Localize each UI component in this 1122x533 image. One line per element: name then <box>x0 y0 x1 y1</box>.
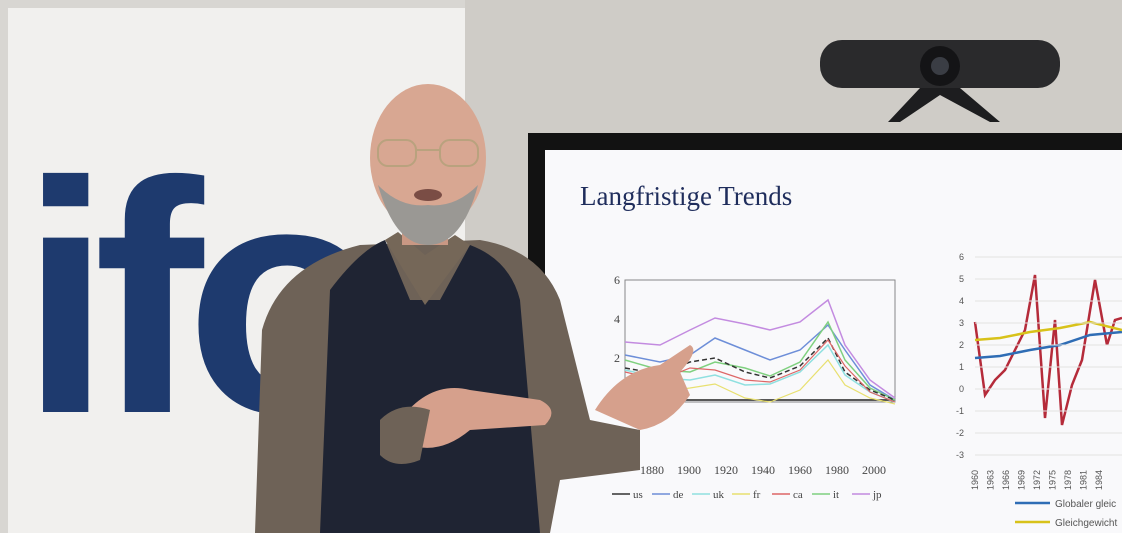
y-tick-label: 4 <box>614 312 620 326</box>
y-tick-label: 0 <box>959 384 964 394</box>
slide-title: Langfristige Trends <box>580 181 792 211</box>
legend-label: de <box>673 489 684 501</box>
x-tick-label: 1900 <box>677 463 701 477</box>
x-tick-label: 1880 <box>640 463 664 477</box>
x-tick-label: 1969 <box>1017 470 1027 490</box>
legend-label: fr <box>753 489 761 501</box>
y-tick-label: 6 <box>959 252 964 262</box>
legend-label: it <box>833 489 839 501</box>
x-tick-label: 1920 <box>714 463 738 477</box>
y-tick-label: 3 <box>959 318 964 328</box>
y-tick-label: 2 <box>959 340 964 350</box>
x-tick-label: 1978 <box>1063 470 1073 490</box>
legend-label: Globaler gleic <box>1055 499 1116 510</box>
legend-label: uk <box>713 489 725 501</box>
x-tick-label: 1966 <box>1001 470 1011 490</box>
legend-label: us <box>633 489 643 501</box>
y-tick-label: 2 <box>614 351 620 365</box>
x-tick-label: 1972 <box>1032 470 1042 490</box>
x-tick-label: 1984 <box>1094 470 1104 490</box>
x-tick-label: 1960 <box>970 470 980 490</box>
y-tick-label: -3 <box>956 450 964 460</box>
legend-label: ca <box>793 489 803 501</box>
y-tick-label: 6 <box>614 273 620 287</box>
x-tick-label: 1940 <box>751 463 775 477</box>
x-tick-label: 1980 <box>825 463 849 477</box>
x-tick-label: 1975 <box>1048 470 1058 490</box>
y-tick-label: 5 <box>959 274 964 284</box>
x-tick-label: 1981 <box>1079 470 1089 490</box>
y-tick-label: -1 <box>956 406 964 416</box>
scene: ifo Langfristige Trends 6421880190019201… <box>0 0 1122 533</box>
x-tick-label: 2000 <box>862 463 886 477</box>
y-tick-label: 1 <box>959 362 964 372</box>
legend-label: Gleichgewicht <box>1055 518 1117 529</box>
legend-label: jp <box>872 489 882 501</box>
y-tick-label: 4 <box>959 296 964 306</box>
x-tick-label: 1960 <box>788 463 812 477</box>
x-tick-label: 1963 <box>986 470 996 490</box>
y-tick-label: -2 <box>956 428 964 438</box>
